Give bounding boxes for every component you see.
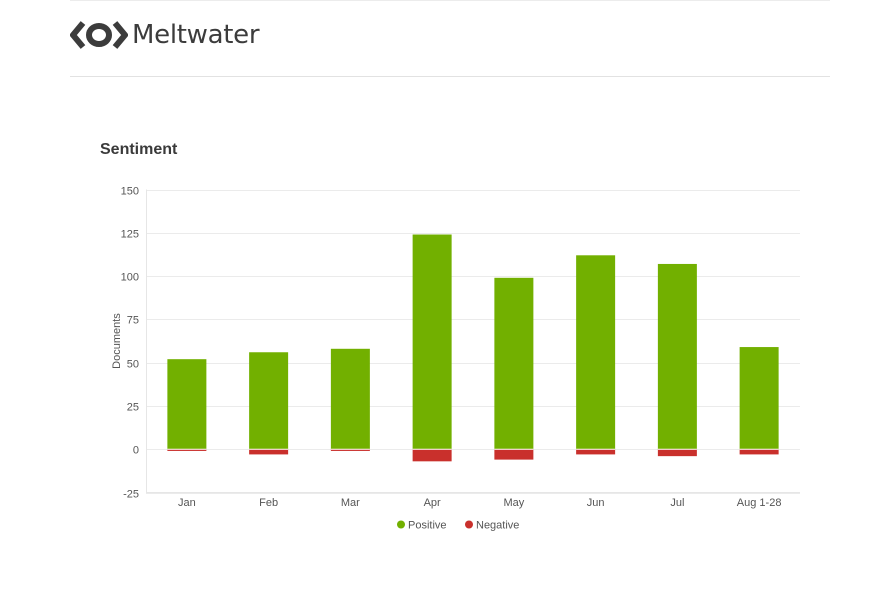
legend-label-positive: Positive	[408, 520, 447, 532]
positive-bar	[249, 352, 289, 450]
y-tick-label: 100	[121, 272, 139, 284]
positive-bar	[494, 277, 534, 450]
negative-bar	[739, 449, 779, 455]
x-tick-label: Feb	[259, 497, 278, 509]
positive-bar	[657, 263, 697, 450]
negative-bar	[330, 449, 370, 451]
negative-bar	[494, 449, 534, 460]
x-tick-label: Jul	[670, 497, 684, 509]
x-tick-label: Jun	[587, 497, 605, 509]
y-tick-label: 25	[127, 402, 139, 414]
x-tick-label: May	[503, 497, 524, 509]
legend-marker-negative	[465, 520, 473, 529]
legend-marker-positive	[397, 520, 405, 529]
positive-bar	[330, 348, 370, 450]
chart-title: Sentiment	[100, 141, 178, 158]
y-axis-title: Documents	[111, 313, 123, 369]
y-tick-label: 125	[121, 229, 139, 241]
x-tick-label: Apr	[424, 497, 441, 509]
top-border	[70, 0, 830, 1]
meltwater-eye-logo-icon	[70, 21, 128, 49]
negative-bar	[657, 449, 697, 457]
negative-bar	[167, 449, 207, 451]
y-tick-label: -25	[123, 489, 139, 501]
positive-bar	[739, 347, 779, 450]
x-tick-label: Jan	[178, 497, 196, 509]
brand-name: Meltwater	[132, 20, 260, 50]
y-tick-label: 150	[121, 186, 139, 198]
negative-bar	[576, 449, 616, 455]
x-tick-label: Aug 1-28	[737, 497, 782, 509]
positive-bar	[576, 255, 616, 450]
y-tick-label: 75	[127, 315, 139, 327]
y-tick-label: 50	[127, 359, 139, 371]
meltwater-logo[interactable]: Meltwater	[70, 18, 260, 52]
y-tick-label: 0	[133, 445, 139, 457]
negative-bar	[249, 449, 289, 455]
positive-bar	[167, 359, 207, 450]
positive-bar	[412, 234, 452, 450]
header-divider	[70, 76, 830, 77]
x-tick-label: Mar	[341, 497, 360, 509]
negative-bar	[412, 449, 452, 462]
legend-label-negative: Negative	[476, 520, 519, 532]
